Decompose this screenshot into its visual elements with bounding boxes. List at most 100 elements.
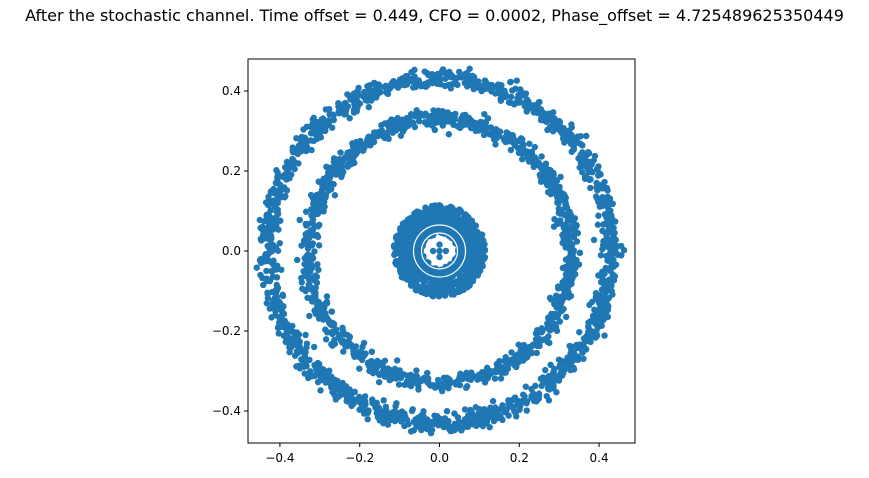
scatter-point <box>492 90 499 97</box>
scatter-point <box>443 278 450 286</box>
scatter-point <box>398 262 406 269</box>
scatter-point <box>370 79 378 87</box>
scatter-point <box>347 96 354 103</box>
scatter-point <box>375 378 383 386</box>
scatter-point <box>282 338 289 346</box>
scatter-point <box>422 278 429 285</box>
scatter-point <box>517 86 524 93</box>
scatter-point <box>531 143 539 151</box>
scatter-point <box>465 222 472 229</box>
scatter-point <box>600 221 607 228</box>
scatter-point <box>424 369 431 377</box>
scatter-point <box>313 304 321 311</box>
scatter-point <box>463 239 471 246</box>
scatter-point <box>523 398 531 405</box>
scatter-point <box>565 259 573 267</box>
scatter-point <box>405 421 412 428</box>
scatter-point <box>481 379 489 386</box>
scatter-point <box>580 355 587 362</box>
scatter-point <box>303 266 310 273</box>
scatter-point <box>505 130 512 138</box>
scatter-point <box>497 95 504 102</box>
scatter-point <box>302 208 310 215</box>
scatter-point <box>315 266 322 274</box>
scatter-point <box>341 331 349 338</box>
scatter-point <box>447 285 455 292</box>
scatter-point <box>537 375 545 382</box>
scatter-point <box>571 270 579 278</box>
scatter-point <box>278 323 285 330</box>
scatter-point <box>407 428 415 435</box>
scatter-point <box>288 337 295 345</box>
scatter-point <box>443 408 451 415</box>
scatter-point <box>267 245 274 253</box>
scatter-point <box>544 126 551 134</box>
scatter-point <box>445 131 453 138</box>
scatter-point <box>345 338 352 345</box>
scatter-point <box>469 72 476 80</box>
scatter-point <box>525 344 533 351</box>
scatter-point <box>447 427 454 435</box>
scatter-point <box>341 155 348 162</box>
scatter-point <box>395 381 403 388</box>
scatter-point <box>302 331 309 339</box>
scatter-point <box>335 334 342 341</box>
scatter-point <box>550 171 557 179</box>
scatter-point <box>591 152 599 160</box>
scatter-point <box>353 145 360 152</box>
scatter-point <box>530 109 538 116</box>
ticks-layer: −0.4 −0.2 0.0 0.2 0.4 −0.4 −0.2 0.0 0.2 0.4 <box>212 84 609 465</box>
scatter-point <box>547 115 555 122</box>
scatter-point <box>448 81 455 88</box>
scatter-point <box>415 79 423 86</box>
scatter-point <box>405 261 412 269</box>
y-tick-label: 0.2 <box>222 164 241 178</box>
scatter-point <box>620 247 628 254</box>
scatter-point <box>465 411 472 419</box>
scatter-point <box>416 220 424 227</box>
scatter-point <box>480 131 488 139</box>
scatter-point <box>556 318 564 325</box>
scatter-point <box>533 349 540 357</box>
scatter-point <box>312 131 320 138</box>
scatter-point <box>430 210 437 217</box>
scatter-point <box>479 243 486 251</box>
scatter-point <box>406 75 413 83</box>
scatter-point <box>310 343 318 351</box>
scatter-point <box>425 71 432 79</box>
scatter-point <box>531 160 539 167</box>
scatter-point <box>288 171 295 178</box>
scatter-point <box>403 81 411 88</box>
scatter-point <box>368 91 376 99</box>
scatter-point <box>437 81 444 88</box>
scatter-point <box>296 216 303 224</box>
scatter-point <box>585 163 592 171</box>
scatter-point <box>406 376 413 384</box>
scatter-point <box>323 293 331 300</box>
scatter-point <box>368 348 376 355</box>
scatter-point <box>444 213 451 220</box>
scatter-point <box>313 231 321 239</box>
scatter-point <box>363 89 371 97</box>
scatter-point <box>328 180 336 187</box>
scatter-point <box>307 226 315 234</box>
scatter-point <box>594 195 601 202</box>
scatter-point <box>364 415 371 423</box>
scatter-point <box>580 335 588 342</box>
scatter-point <box>386 376 393 384</box>
scatter-point <box>444 265 451 272</box>
scatter-point <box>302 286 310 293</box>
scatter-point <box>298 242 305 249</box>
scatter-point <box>526 140 533 147</box>
scatter-point <box>588 298 596 306</box>
scatter-point <box>300 126 307 133</box>
scatter-point <box>565 233 573 240</box>
scatter-point <box>257 224 264 232</box>
scatter-point <box>274 169 281 177</box>
scatter-point <box>571 215 579 222</box>
scatter-point <box>280 310 288 318</box>
scatter-point <box>528 148 536 155</box>
scatter-point <box>427 266 435 274</box>
scatter-point <box>512 138 519 145</box>
scatter-point <box>585 323 592 330</box>
